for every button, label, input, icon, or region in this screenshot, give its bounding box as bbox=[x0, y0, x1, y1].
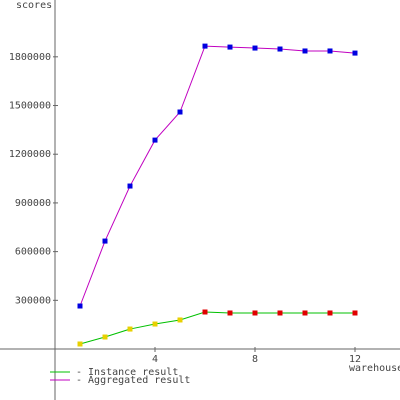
y-axis-label: scores bbox=[16, 0, 52, 11]
data-point bbox=[227, 44, 233, 50]
data-point bbox=[102, 238, 108, 244]
data-point bbox=[152, 321, 158, 327]
data-point bbox=[227, 310, 233, 316]
x-axis-label: warehouses bbox=[349, 363, 400, 374]
y-tick-label: 600000 bbox=[15, 247, 51, 258]
data-point bbox=[152, 137, 158, 143]
data-point bbox=[127, 326, 133, 332]
data-point bbox=[252, 310, 258, 316]
data-point bbox=[302, 48, 308, 54]
data-point bbox=[202, 43, 208, 49]
series-line bbox=[79, 45, 356, 307]
y-tick-label: 1800000 bbox=[9, 52, 51, 63]
data-point bbox=[327, 48, 333, 54]
x-tick-label: 8 bbox=[252, 354, 258, 365]
data-point bbox=[302, 310, 308, 316]
legend-label: - Instance result bbox=[76, 367, 178, 378]
data-point bbox=[127, 183, 133, 189]
data-point bbox=[202, 309, 208, 315]
data-point bbox=[102, 334, 108, 340]
y-tick-label: 900000 bbox=[15, 198, 51, 209]
data-point bbox=[352, 310, 358, 316]
data-point bbox=[277, 46, 283, 52]
y-tick-label: 300000 bbox=[15, 295, 51, 306]
data-point bbox=[77, 341, 83, 347]
data-point bbox=[327, 310, 333, 316]
y-tick-label: 1200000 bbox=[9, 149, 51, 160]
x-tick-label: 12 bbox=[349, 354, 361, 365]
legend-label: - Aggregated result bbox=[76, 375, 190, 386]
data-point bbox=[77, 303, 83, 309]
data-point bbox=[352, 50, 358, 56]
series-line bbox=[79, 311, 355, 345]
data-point bbox=[252, 45, 258, 51]
y-tick-label: 1500000 bbox=[9, 101, 51, 112]
data-point bbox=[277, 310, 283, 316]
data-point bbox=[177, 109, 183, 115]
data-point bbox=[177, 317, 183, 323]
x-tick-label: 4 bbox=[152, 354, 158, 365]
